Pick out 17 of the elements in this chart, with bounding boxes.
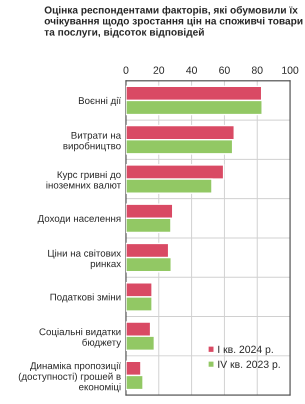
y-tick-label: Ціни на світових ринках xyxy=(48,250,121,270)
y-tick-label: Динаміка пропозиції (доступності) грошей в економіці xyxy=(18,362,122,392)
x-tick-label: 80 xyxy=(252,66,263,74)
x-tick-label: 0 xyxy=(123,66,128,74)
y-tick-label: Доходи населення xyxy=(38,215,120,224)
x-tick-label: 60 xyxy=(219,66,230,74)
chart-title: Оцінка респондентами факторів, які обумовили їх очікування щодо зростання цін на споживчі товари та послуги, відсоток відповідей xyxy=(44,6,302,38)
x-tick-label: 100 xyxy=(282,66,298,74)
y-tick-label: Податкові зміни xyxy=(50,293,120,302)
legend-label: І кв. 2024 р. xyxy=(218,346,273,356)
y-tick-label: Воєнні дії xyxy=(78,96,122,106)
y-tick-label: Соціальні видатки бюджету xyxy=(39,328,122,348)
y-tick-label: Витрати на виробництво xyxy=(64,132,122,152)
x-tick-label: 20 xyxy=(154,66,164,74)
x-tick-label: 40 xyxy=(186,66,197,74)
legend-label: ІV кв. 2023 р. xyxy=(218,360,280,370)
y-tick-label: Курс гривні до іноземних валют xyxy=(46,170,121,189)
